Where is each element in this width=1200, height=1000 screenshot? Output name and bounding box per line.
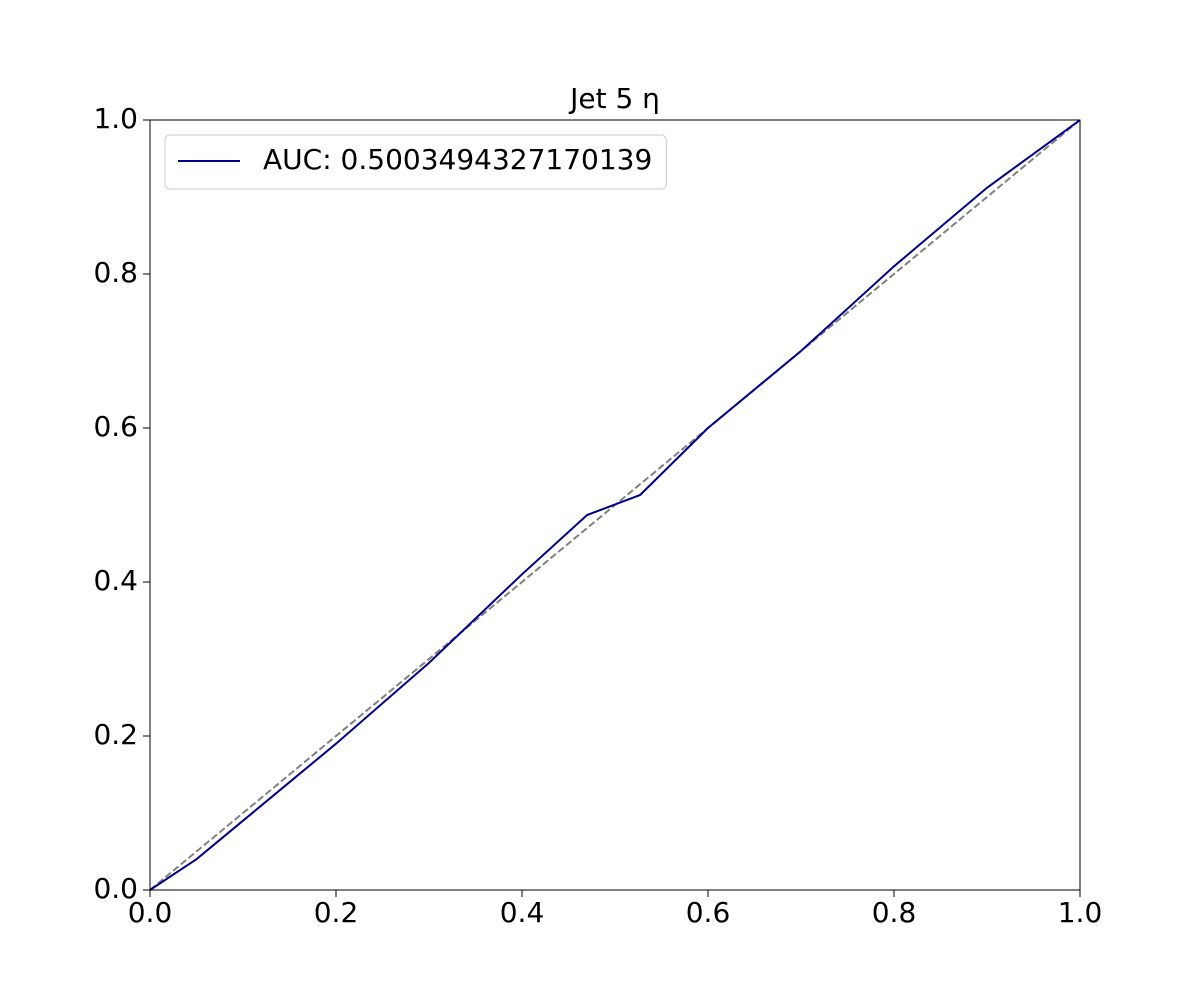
- x-tick-label: 0.6: [686, 896, 731, 929]
- x-tick-label: 0.4: [500, 896, 545, 929]
- legend-label: AUC: 0.5003494327170139: [263, 143, 652, 176]
- plot-frame: [149, 119, 1081, 891]
- y-tick-label: 0.0: [93, 872, 138, 905]
- legend-box: [164, 134, 667, 190]
- chart-title: Jet 5 η: [568, 82, 660, 115]
- x-tick-label: 0.8: [872, 896, 917, 929]
- y-tick-label: 0.8: [93, 256, 138, 289]
- x-tick-label: 0.0: [128, 896, 173, 929]
- line: [149, 119, 1081, 891]
- y-tick-label: 0.4: [93, 564, 138, 597]
- y-tick-label: 1.0: [93, 102, 138, 135]
- y-tick-label: 0.2: [93, 718, 138, 751]
- x-tick-label: 1.0: [1058, 896, 1103, 929]
- y-tick-label: 0.6: [93, 410, 138, 443]
- x-tick-label: 0.2: [314, 896, 359, 929]
